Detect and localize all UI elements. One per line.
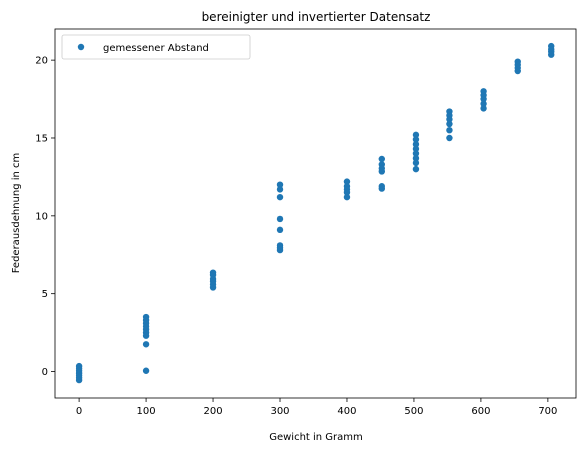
x-tick-label: 700 [538, 406, 557, 417]
x-tick-label: 100 [137, 406, 156, 417]
y-tick-label: 5 [42, 289, 48, 300]
data-point [142, 341, 150, 348]
data-points [75, 42, 555, 384]
data-point [209, 284, 217, 291]
y-tick-label: 15 [35, 133, 48, 144]
x-tick-label: 300 [270, 406, 289, 417]
data-point [480, 100, 487, 107]
y-axis-label: Federausdehnung in cm [11, 153, 22, 274]
data-point [480, 105, 487, 112]
data-point [75, 376, 83, 384]
data-point [276, 181, 284, 188]
data-point [446, 134, 453, 142]
data-point [514, 67, 521, 75]
data-point [343, 189, 351, 196]
data-point [480, 95, 487, 103]
legend-box [61, 34, 251, 60]
y-axis-ticks: 0 5 10 15 20 [35, 56, 55, 378]
plot-frame [54, 28, 577, 399]
data-point [412, 131, 420, 139]
x-axis-ticks: 0 100 200 300 400 500 600 700 [76, 398, 557, 417]
x-tick-label: 200 [203, 406, 222, 417]
x-tick-label: 400 [337, 406, 356, 417]
y-tick-label: 20 [35, 56, 48, 67]
data-point [378, 185, 385, 192]
data-point [548, 51, 555, 58]
y-tick-label: 0 [42, 367, 48, 378]
x-tick-label: 500 [404, 406, 423, 417]
data-point [343, 193, 351, 201]
data-point [412, 145, 420, 153]
data-point [446, 127, 453, 134]
data-point [276, 246, 284, 254]
data-point [142, 332, 150, 339]
x-tick-label: 600 [471, 406, 490, 417]
x-tick-label: 0 [76, 406, 82, 417]
data-point [412, 165, 420, 173]
data-point [276, 186, 284, 193]
y-tick-label: 10 [35, 211, 48, 222]
legend: gemessener Abstand [61, 34, 251, 60]
data-point [412, 155, 420, 162]
legend-marker [77, 43, 85, 51]
data-point [446, 120, 453, 128]
data-point [142, 367, 150, 374]
data-point [276, 215, 284, 223]
chart-title: bereinigter und invertierter Datensatz [202, 10, 431, 24]
data-point [276, 226, 284, 234]
data-point [378, 155, 385, 163]
data-point [412, 136, 420, 143]
data-point [343, 178, 351, 185]
x-axis-label: Gewicht in Gramm [269, 432, 363, 443]
legend-label: gemessener Abstand [103, 43, 209, 54]
data-point [412, 150, 420, 157]
data-point [446, 116, 453, 123]
data-point [276, 193, 284, 201]
data-point [412, 141, 420, 148]
data-point [412, 159, 420, 167]
data-point [378, 168, 385, 175]
